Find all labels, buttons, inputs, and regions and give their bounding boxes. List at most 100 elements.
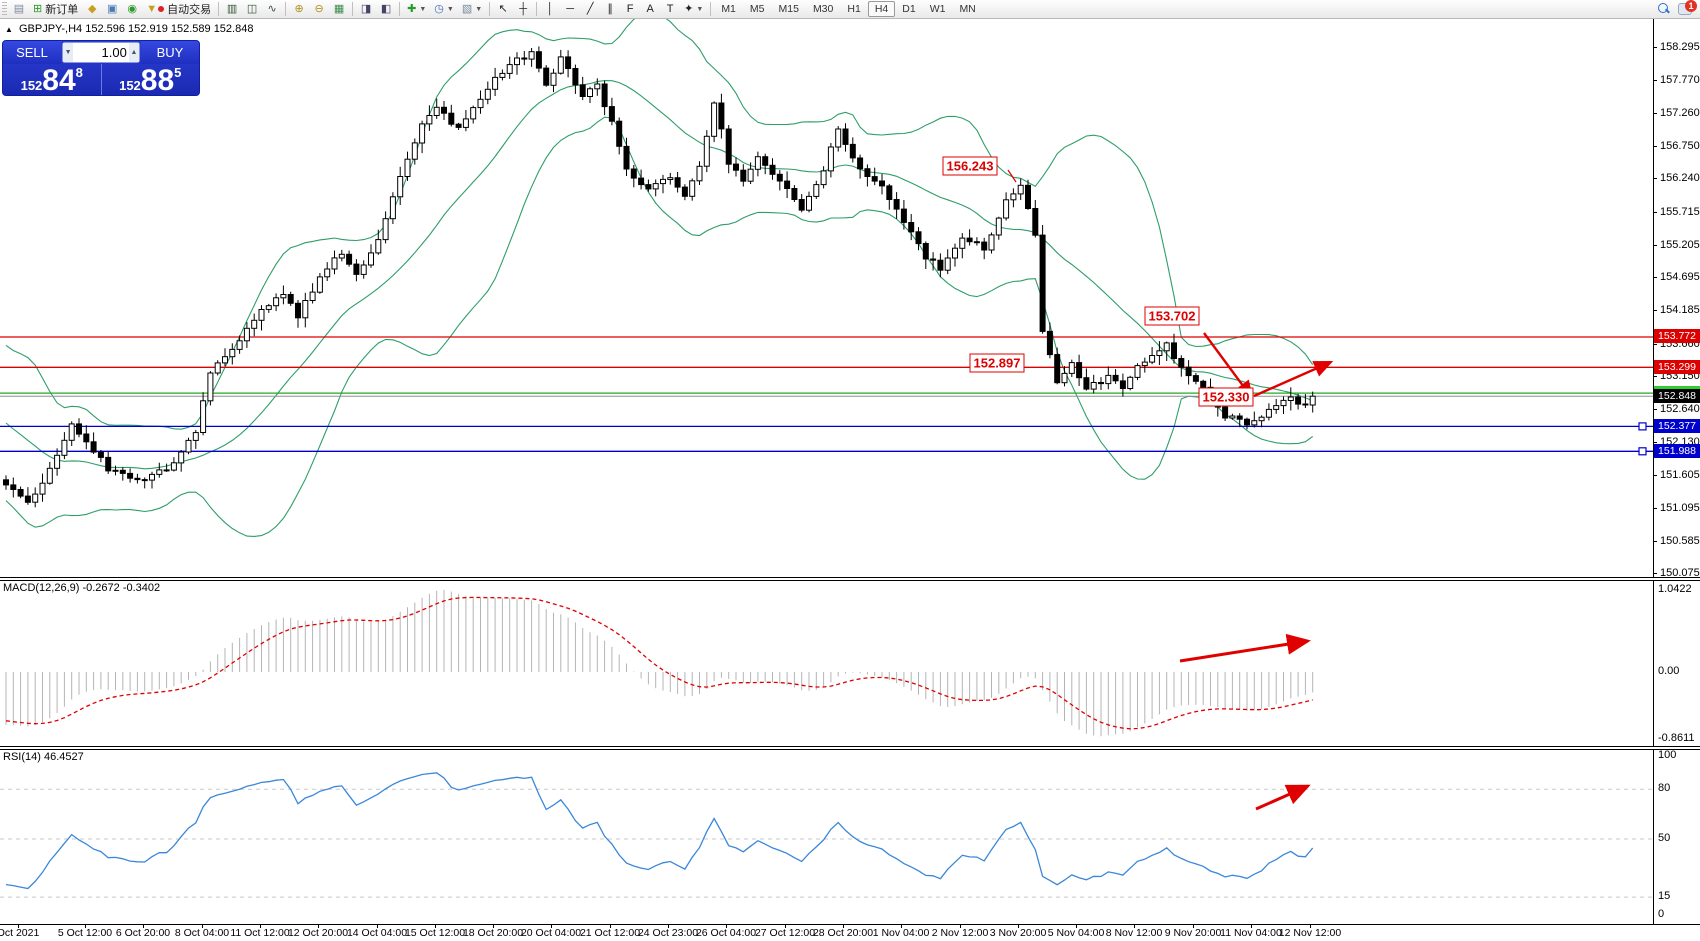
sound-alert-icon[interactable]: ◉ [122, 1, 142, 18]
time-tick [960, 924, 961, 928]
arrows-tool-caret-icon[interactable]: ▼ [696, 5, 704, 13]
toolbar-grip[interactable] [2, 2, 7, 16]
trend-arrow-rsi[interactable] [1255, 784, 1311, 811]
price-tick-label: 151.095 [1660, 502, 1700, 514]
one-click-trading-panel: SELL ▼ ▲ BUY 152 84 8 152 88 5 [2, 40, 200, 96]
timeframe-m30[interactable]: M30 [812, 3, 834, 15]
horizontal-line-tool[interactable]: ─ [560, 1, 580, 18]
time-label: 21 Oct 12:00 [579, 927, 641, 939]
periods-button[interactable]: ◷ ▼ [430, 1, 458, 18]
timeframe-h4[interactable]: H4 [867, 1, 896, 17]
main-pane[interactable] [0, 11, 1653, 537]
price-tick [1653, 541, 1657, 542]
timeframe-m15[interactable]: M15 [778, 3, 799, 15]
bar-chart-icon-glyph: ▥ [226, 2, 238, 15]
indicators-button[interactable]: ✚ ▼ [403, 1, 430, 18]
macd-signal-line [5, 596, 1313, 730]
market-watch-icon[interactable]: ▣ [102, 1, 122, 18]
price-tick-label: 157.770 [1660, 74, 1700, 86]
zoom-out-icon[interactable]: ⊖ [309, 1, 329, 18]
timeframe-h1[interactable]: H1 [847, 3, 861, 15]
price-callout-153.702[interactable]: 153.702 [1144, 306, 1200, 326]
volume-stepper: ▼ ▲ [62, 42, 140, 63]
price-tick [1653, 80, 1657, 81]
new-order-button[interactable]: ⊞ 新订单 [29, 1, 82, 18]
main-macd-separator[interactable] [0, 577, 1700, 581]
trend-arrow[interactable] [1253, 360, 1334, 398]
trend-arrow[interactable] [1203, 332, 1254, 400]
sell-button[interactable]: SELL [3, 41, 61, 64]
macd-scale-bottom: -0.8611 [1658, 732, 1695, 744]
time-tick [1134, 924, 1135, 928]
market-watch-icon-glyph: ▣ [107, 2, 118, 15]
trend-arrow-macd[interactable] [1179, 633, 1311, 663]
notifications-icon[interactable]: 1 [1678, 0, 1697, 15]
candlestick-chart-icon[interactable]: ◫ [242, 1, 262, 18]
volume-input[interactable] [73, 45, 129, 60]
price-callout-152.330[interactable]: 152.330 [1198, 387, 1254, 407]
price-callout-152.897[interactable]: 152.897 [969, 353, 1025, 373]
equidistant-channel-tool[interactable]: ∥ [600, 1, 620, 18]
buy-button[interactable]: BUY [141, 41, 199, 64]
timeframe-m1[interactable]: M1 [721, 3, 736, 15]
auto-scroll-icon[interactable]: ◨ [356, 1, 376, 18]
vertical-line-tool[interactable]: │ [540, 1, 560, 18]
eraser-icon[interactable]: ◆ [82, 1, 102, 18]
periods-button-caret-icon[interactable]: ▼ [446, 5, 454, 13]
price-tick-label: 150.585 [1660, 535, 1700, 547]
autotrading-button[interactable]: ▼ 自动交易 [142, 1, 215, 18]
buy-price[interactable]: 152 88 5 [102, 64, 200, 95]
sell-price[interactable]: 152 84 8 [3, 64, 101, 95]
trendline-tool[interactable]: ╱ [580, 1, 600, 18]
text-label-tool[interactable]: T [660, 1, 680, 18]
zoom-in-icon[interactable]: ⊕ [289, 1, 309, 18]
toolbar-separator [710, 2, 712, 16]
line-chart-icon[interactable]: ∿ [262, 1, 282, 18]
fibonacci-tool[interactable]: F [620, 1, 640, 18]
chart-shift-icon[interactable]: ◧ [376, 1, 396, 18]
cursor-tool[interactable]: ↖ [493, 1, 513, 18]
timeframe-m5[interactable]: M5 [749, 3, 765, 15]
toolbar-separator [285, 2, 287, 16]
ohlc-readout: 152.596 152.919 152.589 152.848 [85, 23, 254, 35]
price-axis-line[interactable] [1653, 19, 1654, 924]
indicators-button-caret-icon[interactable]: ▼ [419, 5, 427, 13]
timeframe-mn[interactable]: MN [959, 3, 976, 15]
autotrading-glyph: ▼ [146, 2, 158, 15]
arrows-tool[interactable]: ✦ ▼ [680, 1, 707, 18]
templates-button-caret-icon[interactable]: ▼ [475, 5, 483, 13]
price-callout-156.243[interactable]: 156.243 [942, 156, 998, 176]
price-tick-label: 152.640 [1660, 403, 1700, 415]
macd-pane[interactable] [5, 590, 1314, 737]
time-label: 11 Oct 12:00 [230, 927, 290, 939]
autotrading-status-dot [158, 6, 165, 12]
search-icon[interactable] [1658, 3, 1670, 15]
auto-scroll-icon-glyph: ◨ [360, 2, 372, 15]
timeframe-d1[interactable]: D1 [902, 3, 916, 15]
time-tick [493, 924, 494, 928]
text-tool-glyph: A [646, 2, 654, 15]
price-tick-label: 155.205 [1660, 239, 1700, 251]
rsi-level-label: 80 [1658, 782, 1671, 794]
hline-endpoint[interactable] [1638, 422, 1647, 431]
macd-rsi-separator[interactable] [0, 746, 1700, 750]
price-tick [1653, 178, 1657, 179]
symbol-label: GBPJPY-,H4 [18, 23, 83, 35]
chart-window-icon[interactable]: ▤ [9, 1, 29, 18]
price-tick [1653, 344, 1657, 345]
volume-increase-button[interactable]: ▲ [128, 43, 139, 62]
templates-button[interactable]: ▧ ▼ [458, 1, 486, 18]
time-axis-line[interactable] [0, 924, 1700, 925]
time-label: 20 Oct 04:00 [520, 927, 582, 939]
hline-endpoint[interactable] [1638, 447, 1647, 456]
rsi-pane[interactable] [0, 772, 1653, 898]
volume-decrease-button[interactable]: ▼ [63, 43, 74, 62]
timeframe-w1[interactable]: W1 [929, 3, 946, 15]
price-badge-153.299: 153.299 [1654, 360, 1700, 374]
price-tick-label: 155.715 [1660, 206, 1700, 218]
crosshair-tool[interactable]: ┼ [513, 1, 533, 18]
tile-windows-icon[interactable]: ▦ [329, 1, 349, 18]
text-tool[interactable]: A [640, 1, 660, 18]
bar-chart-icon[interactable]: ▥ [222, 1, 242, 18]
